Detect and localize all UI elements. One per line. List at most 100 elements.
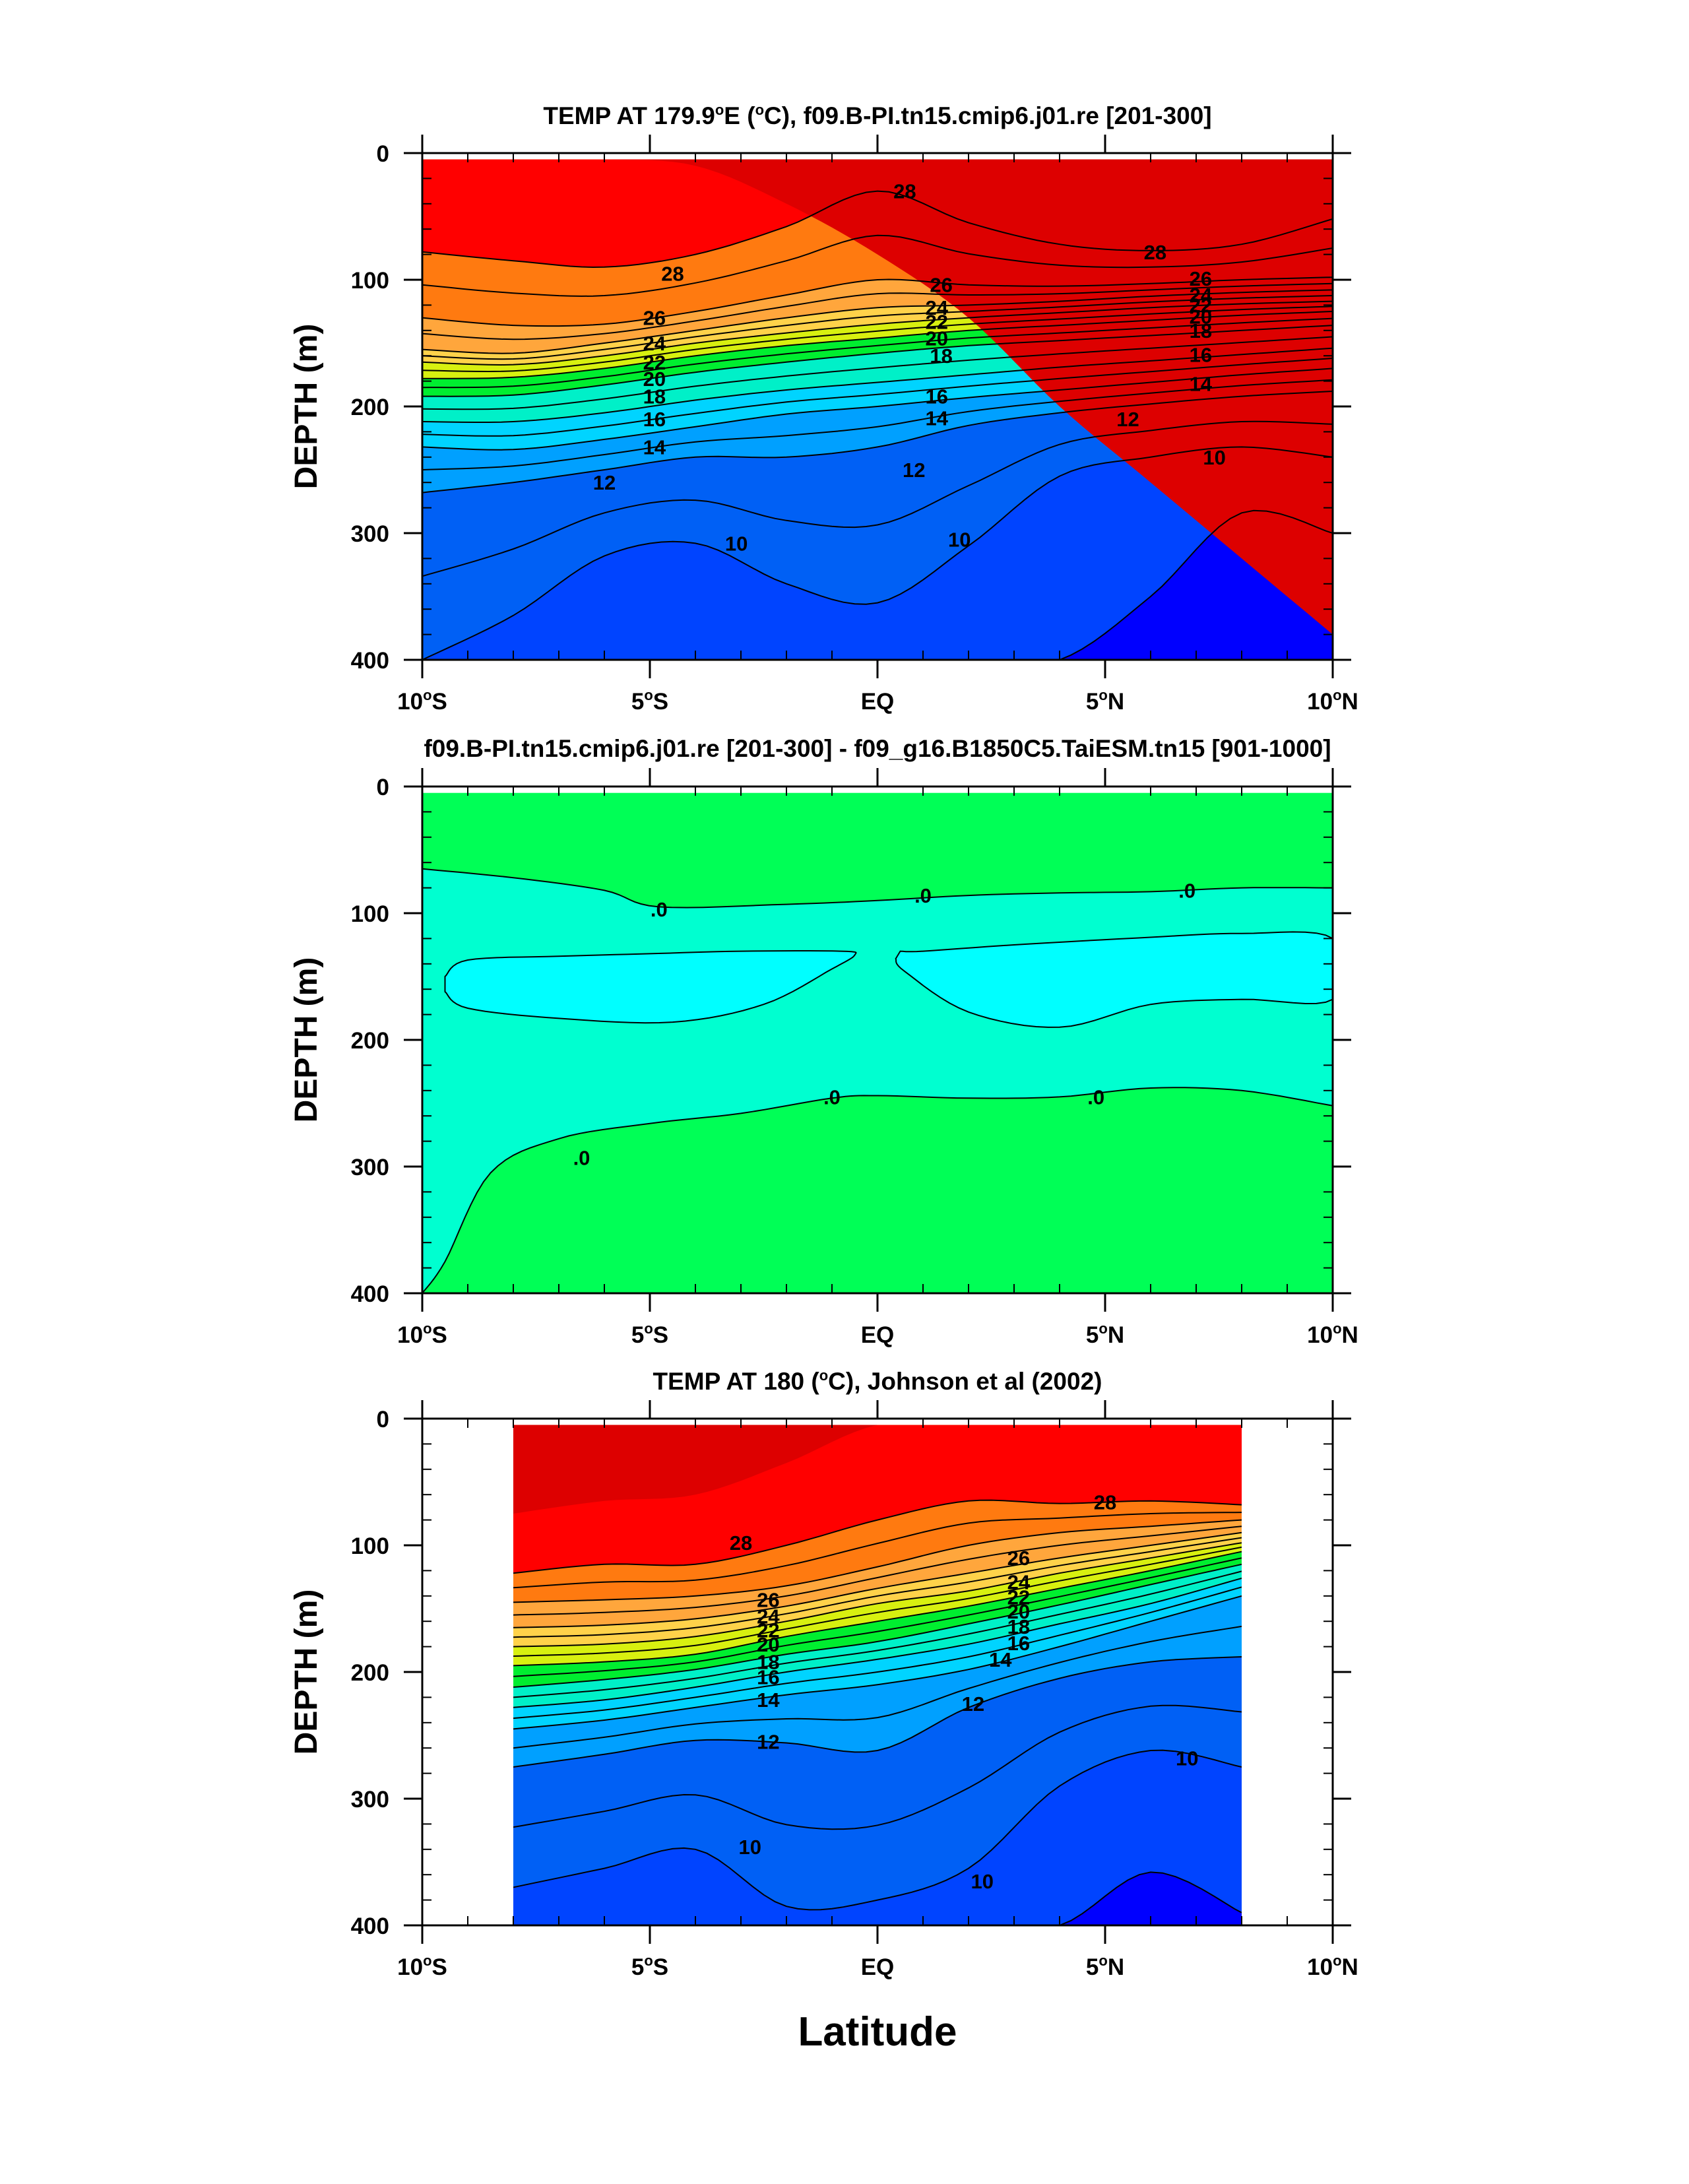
y-tick-label: 300: [351, 1155, 389, 1180]
y-axis-label: DEPTH (m): [289, 957, 324, 1123]
y-tick-label: 100: [351, 1533, 389, 1559]
x-tick-label: 10oS: [397, 1320, 447, 1348]
contour-line-23: [422, 295, 1333, 360]
panel-title: TEMP AT 179.9oE (oC), f09.B-PI.tn15.cmip…: [543, 102, 1211, 129]
x-tick-label: EQ: [861, 1954, 895, 1980]
contour-label: 10: [725, 532, 748, 555]
y-axis-label: DEPTH (m): [289, 1590, 324, 1755]
contour-label: 26: [1007, 1547, 1030, 1570]
diff-lobe-south: [444, 950, 857, 1024]
y-tick-label: 400: [351, 1913, 389, 1939]
contour-label: 14: [925, 406, 948, 430]
contour-label: 18: [930, 344, 952, 368]
contour-line-28: [422, 190, 1333, 269]
x-tick-label: 10oN: [1307, 1320, 1358, 1348]
x-tick-label: 10oS: [397, 687, 447, 715]
contour-fill-group: [513, 1425, 1242, 1926]
contour-line-22: [422, 300, 1333, 366]
contour-line-12: [513, 1656, 1242, 1768]
x-tick-label: 10oN: [1307, 687, 1358, 715]
contour-line-20: [513, 1551, 1242, 1667]
panel-title: TEMP AT 180 (oC), Johnson et al (2002): [653, 1367, 1102, 1395]
x-tick-label: 5oS: [631, 1320, 668, 1348]
contour-line-26: [422, 276, 1333, 327]
contour-label: 16: [757, 1666, 779, 1689]
contour-label: 10: [739, 1836, 761, 1859]
contour-label: 16: [925, 385, 947, 408]
contour-line-12: [422, 391, 1333, 494]
contour-line-28: [513, 1499, 1242, 1574]
contour-line-27: [422, 234, 1333, 297]
contour-line-23: [513, 1537, 1242, 1638]
x-tick-label: 5oN: [1086, 687, 1124, 715]
contour-line-14: [422, 368, 1333, 451]
contour-label: 26: [930, 274, 952, 297]
contour-label: 18: [643, 385, 666, 408]
contour-line-26: [513, 1519, 1242, 1603]
contour-label: .0: [1178, 879, 1195, 902]
y-tick-label: 0: [377, 1407, 389, 1432]
contour-label: 10: [1176, 1747, 1198, 1770]
x-tick-label: 5oN: [1086, 1952, 1124, 1980]
contour-label: 22: [757, 1619, 779, 1642]
panel-title: f09.B-PI.tn15.cmip6.j01.re [201-300] - f…: [424, 735, 1331, 762]
contour-line-25: [513, 1526, 1242, 1616]
x-tick-label: 5oN: [1086, 1320, 1124, 1348]
contour-label: 20: [1190, 305, 1212, 329]
y-tick-label: 200: [351, 1028, 389, 1054]
contour-label: 14: [643, 435, 666, 459]
contour-line-21: [422, 305, 1333, 373]
contour-label: 28: [730, 1531, 752, 1555]
contour-label: .0: [573, 1147, 590, 1170]
contour-line-18: [422, 325, 1333, 397]
contour-label: 28: [893, 180, 916, 203]
y-tick-label: 300: [351, 1787, 389, 1813]
contour-line-20: [422, 311, 1333, 379]
contour-label: 20: [643, 368, 666, 391]
contour-line-15: [513, 1586, 1242, 1719]
diff-lobe-north: [895, 931, 1333, 1028]
contour-line-21: [513, 1546, 1242, 1657]
y-tick-label: 200: [351, 1660, 389, 1686]
contour-label: 14: [757, 1688, 780, 1712]
contour-label: 24: [1190, 284, 1213, 307]
contour-label: 20: [1007, 1600, 1030, 1623]
contour-label: 22: [1190, 294, 1212, 317]
contour-label: 16: [1007, 1632, 1030, 1655]
x-tick-label: 5oS: [631, 687, 668, 715]
y-tick-label: 400: [351, 1281, 389, 1307]
contour-label: 22: [925, 310, 947, 333]
contour-label: .0: [651, 898, 668, 921]
contour-label: .0: [823, 1085, 841, 1108]
panel-observed-temperature: 2828262422201816141226242220181614121010…: [289, 1367, 1358, 1980]
contour-line-11: [422, 420, 1333, 577]
contour-band-29: [513, 1425, 1242, 1514]
contour-label: 24: [643, 332, 666, 355]
contour-label: 14: [1190, 372, 1213, 395]
contour-label: 10: [971, 1870, 993, 1893]
contour-label: 18: [1190, 319, 1212, 342]
contour-label: 16: [643, 408, 666, 431]
x-tick-label: EQ: [861, 1322, 895, 1348]
contour-line-10: [422, 446, 1333, 660]
contour-line-14: [513, 1595, 1242, 1730]
contour-label: 12: [962, 1692, 984, 1716]
y-axis-label: DEPTH (m): [289, 324, 324, 490]
contour-line-13: [513, 1625, 1242, 1749]
y-tick-label: 200: [351, 395, 389, 420]
panel-temperature-difference: .0 .0 .0 .0 .0 .0 0 100 200 300 400 10oS 5oS EQ 5oN 10o…: [289, 735, 1358, 1348]
contour-line-25: [422, 282, 1333, 340]
contour-label: 16: [1190, 343, 1212, 366]
contour-label: 14: [989, 1648, 1012, 1671]
contour-line-18: [513, 1563, 1242, 1688]
contour-fill-group: [422, 792, 1333, 1293]
contour-label: 12: [593, 471, 616, 494]
contour-line-17: [422, 336, 1333, 410]
contour-fill-group: [422, 159, 1333, 660]
y-tick-label: 100: [351, 268, 389, 294]
contour-label: 28: [1094, 1491, 1116, 1514]
contour-label: 22: [1007, 1586, 1030, 1609]
contour-label: 26: [1190, 267, 1212, 290]
